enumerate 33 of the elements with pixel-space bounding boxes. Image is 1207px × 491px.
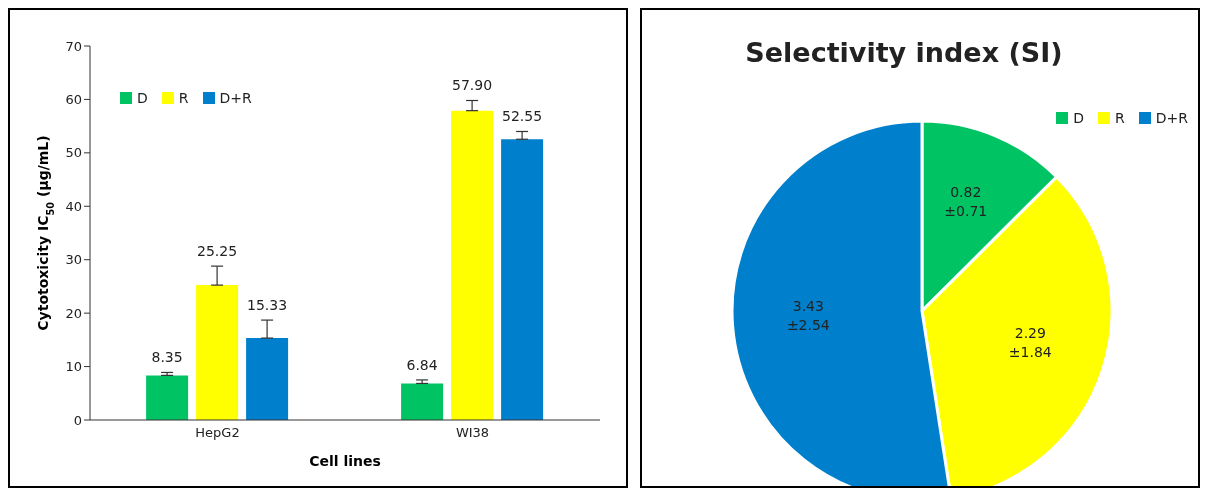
text: 8.35: [151, 349, 183, 366]
data-label: 2.29 ±1.84: [1008, 324, 1052, 360]
text: 25.25: [197, 243, 238, 260]
y-tick-label: 20: [65, 305, 82, 321]
text: 15.33: [247, 297, 288, 314]
x-axis-title: Cell lines: [309, 453, 381, 469]
text: 52.55: [502, 108, 543, 125]
text: 57.90: [452, 77, 493, 94]
x-tick-label: WI38: [455, 425, 490, 441]
legend-label: D: [1073, 110, 1085, 126]
data-label: 3.43 ±2.54: [786, 297, 830, 333]
bar: [146, 375, 189, 420]
legend-label: D+R: [1155, 110, 1188, 126]
y-tick-label: 10: [65, 359, 82, 375]
bar: [401, 383, 444, 420]
bar: [246, 338, 289, 420]
y-tick-label: 50: [65, 145, 82, 161]
bar: [501, 139, 544, 420]
legend-label: D+R: [219, 90, 252, 106]
bar: [196, 285, 239, 420]
y-tick-label: 0: [73, 412, 82, 428]
y-tick-label: 30: [65, 252, 82, 268]
bar: [451, 110, 494, 420]
y-tick-label: 70: [65, 38, 82, 54]
data-label: 0.82 ±0.71: [944, 183, 988, 219]
legend-label: R: [178, 90, 189, 106]
x-tick-label: HepG2: [195, 425, 240, 441]
text: 6.84: [406, 356, 438, 373]
y-tick-label: 60: [65, 92, 82, 108]
legend-label: D: [137, 90, 148, 106]
chart-title: Selectivity index (SI): [745, 37, 1063, 68]
y-tick-label: 40: [65, 198, 82, 214]
legend-label: R: [1115, 110, 1125, 126]
